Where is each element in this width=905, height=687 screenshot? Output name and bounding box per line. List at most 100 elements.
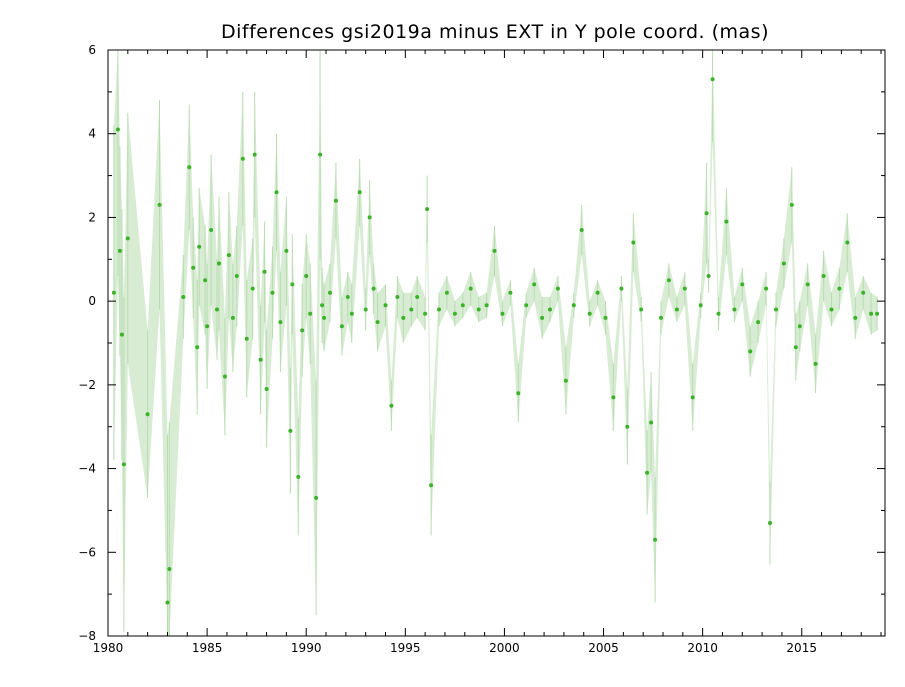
- data-point: [278, 320, 283, 325]
- data-point: [508, 290, 513, 295]
- x-tick-label: 1985: [192, 641, 223, 655]
- data-point: [167, 567, 172, 571]
- data-point: [674, 307, 679, 312]
- data-point: [270, 290, 275, 295]
- data-point: [197, 244, 202, 249]
- data-point: [492, 248, 497, 253]
- data-point: [452, 311, 457, 316]
- data-point: [861, 290, 866, 295]
- data-point: [619, 286, 624, 291]
- data-point: [111, 290, 116, 295]
- data-point: [333, 198, 338, 203]
- data-point: [532, 282, 537, 287]
- y-tick-label: 0: [88, 294, 96, 308]
- data-point: [875, 311, 880, 316]
- axis-tick-layer: [107, 49, 885, 637]
- data-point: [395, 295, 400, 299]
- data-point: [639, 307, 644, 312]
- x-tick-label: 1990: [291, 641, 322, 655]
- data-point: [339, 324, 344, 329]
- data-point: [308, 311, 313, 316]
- data-point: [768, 521, 772, 525]
- error-band: [113, 50, 878, 636]
- data-point: [300, 328, 305, 333]
- data-point: [563, 378, 568, 383]
- data-point: [157, 202, 162, 207]
- data-point: [756, 320, 761, 325]
- data-point: [484, 303, 489, 308]
- data-point: [805, 282, 810, 287]
- data-point: [853, 315, 858, 320]
- data-point: [845, 240, 850, 245]
- data-point: [264, 387, 269, 391]
- y-tick-label: −8: [78, 629, 96, 643]
- y-tick-label: 4: [88, 127, 96, 141]
- data-point: [181, 295, 186, 299]
- data-point: [631, 240, 636, 245]
- data-point: [437, 307, 441, 312]
- data-point: [595, 290, 600, 295]
- data-point: [724, 219, 729, 224]
- data-point: [813, 361, 818, 366]
- data-point: [740, 282, 745, 287]
- data-point: [587, 311, 592, 316]
- data-point: [318, 152, 323, 157]
- data-point: [645, 470, 650, 475]
- data-point: [119, 332, 124, 337]
- x-tick-label: 1995: [390, 641, 421, 655]
- data-point: [540, 315, 545, 320]
- data-point: [367, 215, 372, 220]
- data-point: [250, 286, 255, 291]
- data-point: [187, 165, 192, 170]
- data-point: [829, 307, 834, 312]
- data-point: [659, 315, 663, 320]
- data-point: [682, 286, 687, 291]
- data-point: [357, 190, 362, 195]
- data-point: [653, 537, 658, 542]
- data-point: [460, 303, 465, 308]
- y-tick-label-layer: −8 −6 −4 −2 0 2 4 6: [78, 43, 96, 643]
- data-point: [191, 265, 196, 270]
- y-tick-label: −6: [78, 545, 96, 559]
- y-tick-label: 2: [88, 210, 96, 224]
- data-point: [415, 295, 420, 299]
- data-point: [363, 307, 368, 312]
- data-point: [837, 286, 842, 291]
- data-point: [649, 420, 654, 425]
- data-point: [203, 278, 208, 283]
- data-point: [195, 345, 200, 350]
- data-point: [117, 248, 122, 253]
- data-point: [821, 274, 826, 278]
- data-point: [240, 156, 245, 161]
- y-tick-label: 6: [88, 43, 96, 57]
- data-point: [764, 286, 769, 291]
- data-point: [476, 307, 481, 312]
- data-point: [704, 211, 709, 216]
- chart-title: Differences gsi2019a minus EXT in Y pole…: [221, 21, 769, 43]
- x-tick-label: 2000: [489, 641, 520, 655]
- data-point: [548, 307, 552, 312]
- data-point: [165, 600, 170, 605]
- data-point: [322, 315, 327, 320]
- data-point: [797, 324, 802, 329]
- data-point: [429, 483, 434, 488]
- error-bar-layer: [113, 50, 878, 636]
- y-tick-label: −4: [78, 462, 96, 476]
- data-point: [145, 412, 150, 417]
- data-point: [468, 286, 473, 291]
- data-point: [706, 274, 711, 278]
- data-point: [209, 228, 214, 232]
- x-tick-label: 1980: [93, 641, 124, 655]
- data-point: [444, 290, 449, 295]
- data-point: [288, 428, 293, 433]
- x-tick-label: 2015: [786, 641, 817, 655]
- data-point: [252, 152, 257, 157]
- data-point: [125, 236, 130, 241]
- data-point: [217, 261, 221, 266]
- data-point: [716, 311, 721, 316]
- data-point: [230, 315, 235, 320]
- data-point: [274, 190, 279, 195]
- data-point: [258, 357, 263, 362]
- data-point: [409, 307, 414, 312]
